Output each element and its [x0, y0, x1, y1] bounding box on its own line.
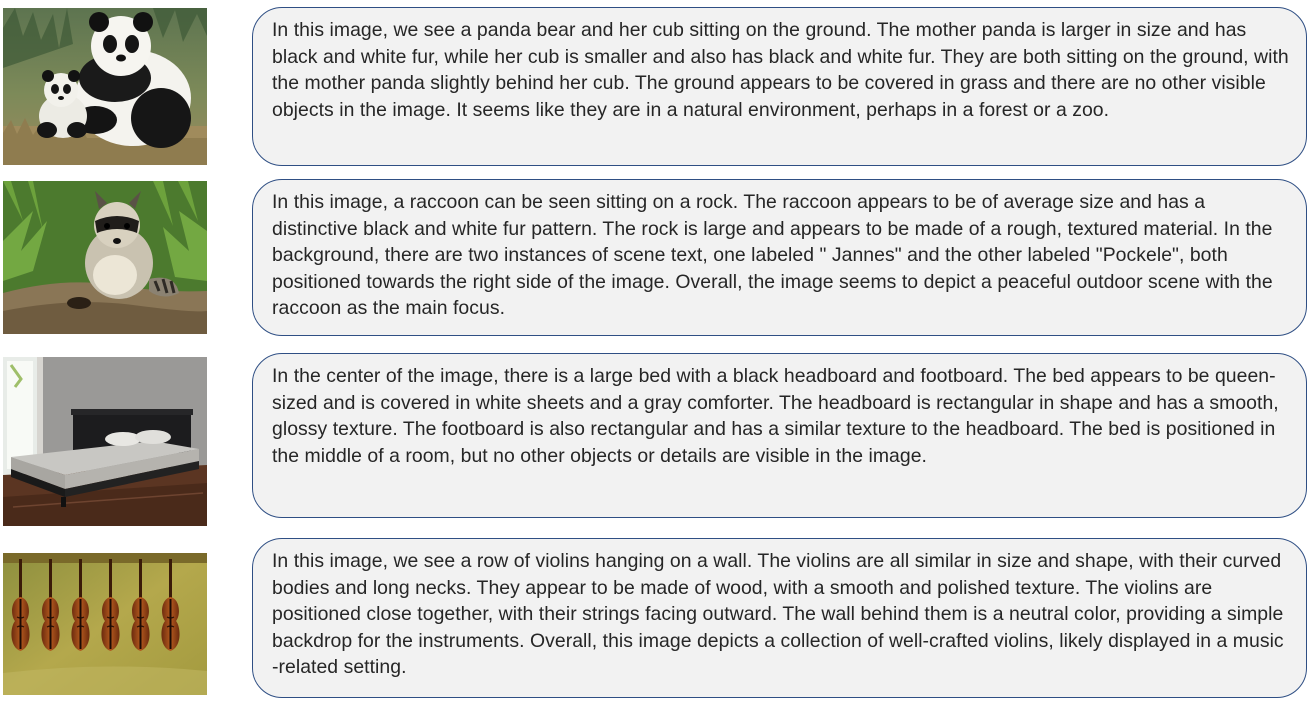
caption-box-panda: In this image, we see a panda bear and h… [252, 7, 1307, 166]
caption-text-panda: In this image, we see a panda bear and h… [272, 19, 1289, 121]
violins-image [3, 553, 207, 695]
caption-text-raccoon: In this image, a raccoon can be seen sit… [272, 191, 1273, 320]
panda-image [3, 8, 207, 165]
caption-row-raccoon: In this image, a raccoon can be seen sit… [0, 170, 1312, 340]
caption-text-bed: In the center of the image, there is a l… [272, 365, 1279, 467]
caption-text-violins: In this image, we see a row of violins h… [272, 550, 1284, 679]
caption-box-bed: In the center of the image, there is a l… [252, 353, 1307, 518]
caption-row-bed: In the center of the image, there is a l… [0, 340, 1312, 530]
caption-row-violins: In this image, we see a row of violins h… [0, 530, 1312, 702]
raccoon-image [3, 181, 207, 334]
bed-image [3, 357, 207, 526]
caption-box-raccoon: In this image, a raccoon can be seen sit… [252, 179, 1307, 336]
caption-row-panda: In this image, we see a panda bear and h… [0, 0, 1312, 170]
caption-box-violins: In this image, we see a row of violins h… [252, 538, 1307, 698]
